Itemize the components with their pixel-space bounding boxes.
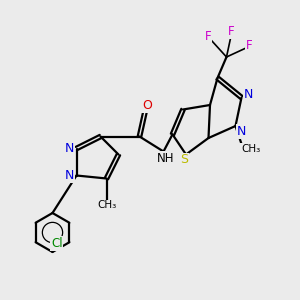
Text: N: N [237, 125, 246, 138]
Text: NH: NH [157, 152, 175, 165]
Text: Cl: Cl [51, 237, 63, 250]
Text: O: O [142, 99, 152, 112]
Text: F: F [205, 30, 211, 44]
Text: S: S [181, 153, 188, 167]
Text: CH₃: CH₃ [98, 200, 117, 211]
Text: CH₃: CH₃ [241, 143, 260, 154]
Text: N: N [243, 88, 253, 101]
Text: F: F [246, 39, 253, 52]
Text: F: F [228, 25, 234, 38]
Text: N: N [65, 142, 75, 155]
Text: N: N [65, 169, 75, 182]
